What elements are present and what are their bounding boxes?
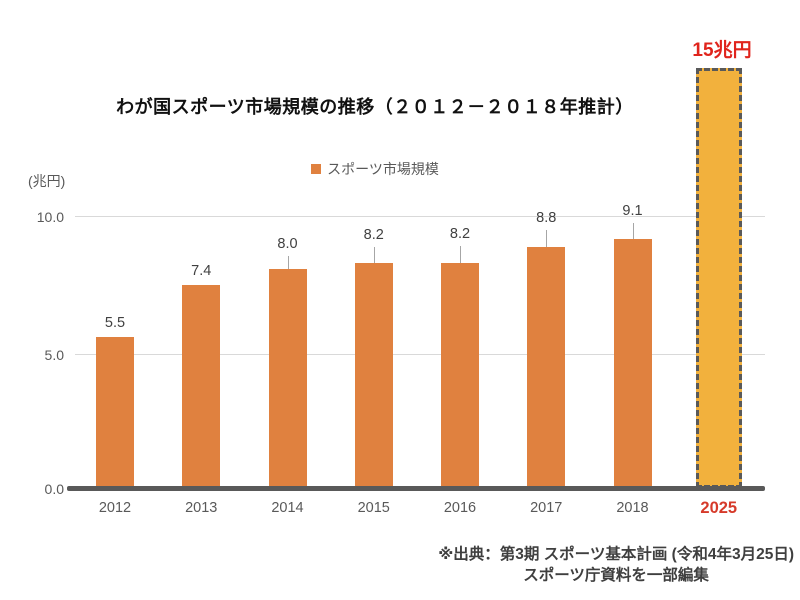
bar-value-label-2018: 9.1 — [622, 203, 643, 219]
bar-value-label-2016: 8.2 — [449, 226, 471, 242]
label-leader-line-2015 — [373, 247, 375, 263]
bar-value-label-2014: 8.0 — [277, 236, 298, 252]
label-leader-line-2017 — [546, 230, 548, 247]
bar-2018 — [613, 239, 652, 488]
x-tick-2017: 2017 — [530, 500, 563, 516]
legend-swatch-icon — [311, 164, 322, 174]
x-tick-2014: 2014 — [271, 500, 304, 516]
legend: スポーツ市場規模 — [0, 159, 750, 179]
bar-2013 — [182, 285, 221, 488]
gridline-10 — [75, 216, 765, 217]
bar-value-label-2017: 8.8 — [536, 210, 557, 226]
label-leader-line-2018 — [632, 223, 634, 239]
bar-2016 — [441, 263, 479, 488]
bar-value-label-2013: 7.4 — [191, 263, 212, 279]
bar-2015 — [354, 263, 393, 488]
plot-area: 5.5 2012 7.4 2013 8.0 2014 8.2 2015 8.2 2016 8.8 20… — [67, 0, 765, 600]
y-axis-unit-label: (兆円) — [28, 173, 66, 189]
y-tick-label-5: 5.0 — [44, 347, 64, 363]
x-tick-2016: 2016 — [443, 500, 477, 516]
bar-2017 — [527, 247, 566, 488]
bar-value-label-2015: 8.2 — [363, 227, 384, 243]
projection-value-label: 15兆円 — [692, 40, 752, 61]
label-leader-line-2016 — [460, 246, 461, 263]
gridline-5 — [75, 354, 765, 355]
bars-layer: 5.5 2012 7.4 2013 8.0 2014 8.2 2015 8.2 2016 8.8 20… — [75, 0, 765, 600]
source-note: ※出典：第3期 スポーツ基本計画 (令和4年3月25日) スポーツ庁資料を一部編… — [438, 544, 794, 586]
bar-2014 — [268, 269, 307, 488]
bar-2025 — [695, 68, 742, 488]
x-tick-2012: 2012 — [98, 500, 132, 516]
bar-value-label-2012: 5.5 — [104, 315, 126, 331]
y-tick-label-10: 10.0 — [36, 209, 64, 225]
x-tick-2015: 2015 — [357, 500, 390, 516]
bar-2012 — [96, 337, 134, 488]
source-line-1: ※出典：第3期 スポーツ基本計画 (令和4年3月25日) — [438, 546, 794, 563]
source-line-2: スポーツ庁資料を一部編集 — [523, 567, 709, 584]
x-tick-2018: 2018 — [616, 500, 649, 516]
x-tick-2013: 2013 — [185, 500, 218, 516]
chart-title: わが国スポーツ市場規模の推移（２０１２－２０１８年推計） — [116, 97, 634, 117]
label-leader-line-2014 — [287, 256, 289, 269]
x-axis-line — [67, 486, 765, 491]
x-tick-2025: 2025 — [700, 499, 738, 517]
y-tick-label-0: 0.0 — [44, 481, 64, 497]
legend-label: スポーツ市場規模 — [327, 161, 439, 177]
